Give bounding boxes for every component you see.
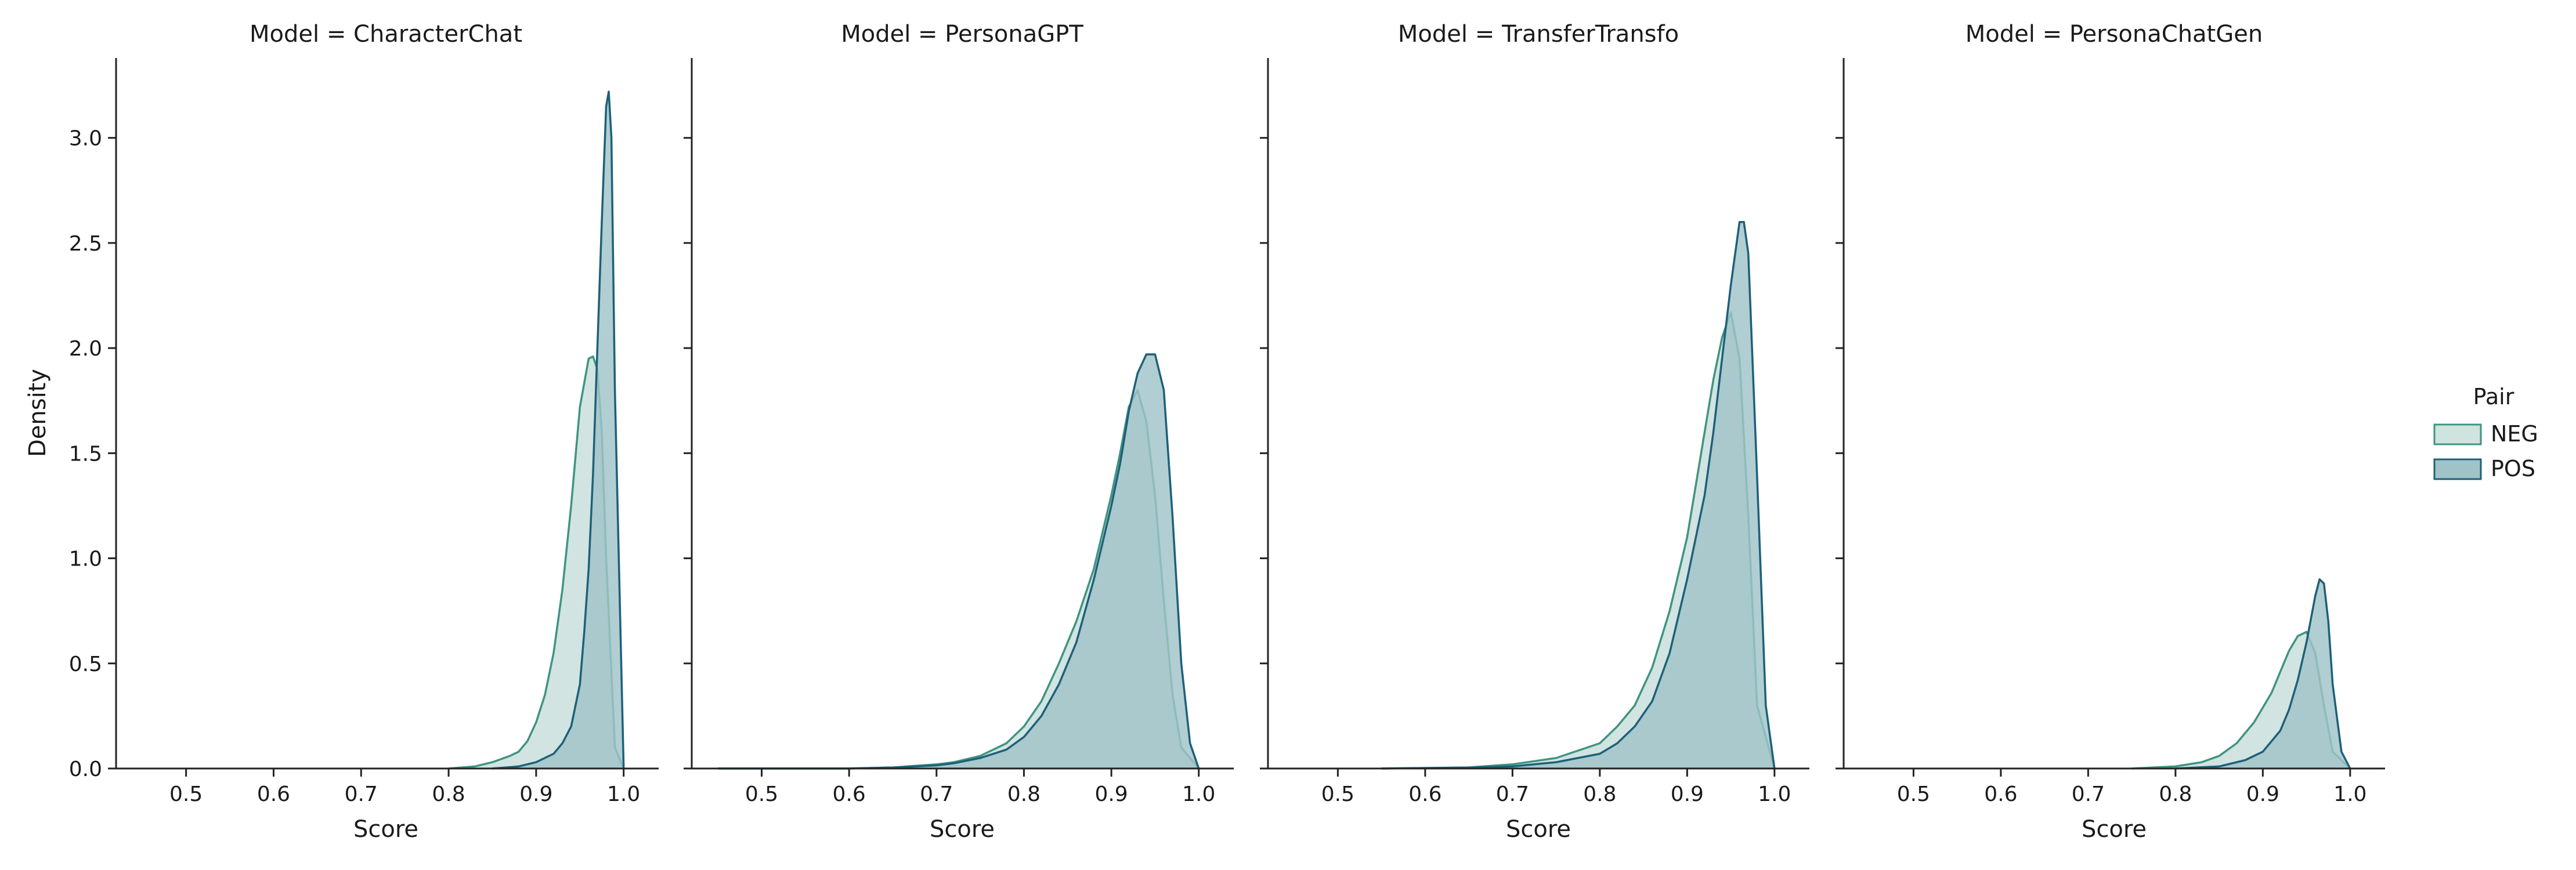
x-tick-label: 0.6: [833, 782, 866, 806]
y-tick-label: 2.0: [69, 337, 102, 361]
legend-label-neg: NEG: [2491, 421, 2538, 447]
x-tick-label: 0.5: [169, 782, 203, 806]
x-axis-label: Score: [1506, 816, 1571, 843]
x-tick-label: 1.0: [1758, 782, 1791, 806]
x-tick-label: 0.8: [2159, 782, 2192, 806]
y-tick-label: 1.0: [69, 548, 102, 571]
plot-area: [2131, 578, 2351, 770]
x-tick-label: 0.8: [1007, 782, 1040, 806]
legend: Pair NEG POS: [2433, 384, 2538, 481]
x-tick-label: 1.0: [1182, 782, 1215, 806]
y-axis-label: Density: [24, 369, 51, 457]
density-line-pos: [1381, 220, 1776, 770]
facet-panel-transfertransfo: Model = TransferTransfo Score 0.5 0.6 0.7 0…: [1260, 21, 1809, 843]
density-area-pos: [718, 354, 1199, 768]
x-tick-label: 0.9: [1094, 782, 1128, 806]
x-tick-label: 0.6: [257, 782, 290, 806]
plot-area: [1381, 220, 1776, 770]
facet-panel-personachatgen: Model = PersonaChatGen Score 0.5 0.6 0.7 0.…: [1836, 21, 2385, 843]
x-tick-label: 0.5: [1321, 782, 1354, 806]
facet-panel-personagpt: Model = PersonaGPT Score 0.5 0.6 0.7 0.8 0.9…: [684, 21, 1234, 843]
panel-title-characterchat: Model = CharacterChat: [250, 21, 522, 48]
x-tick-label: 0.7: [1496, 782, 1529, 806]
panel-title-transfertransfo: Model = TransferTransfo: [1398, 21, 1679, 48]
density-area-pos: [1381, 222, 1775, 768]
legend-title: Pair: [2473, 384, 2514, 409]
density-line-pos: [718, 353, 1200, 770]
x-tick-label: 0.6: [1984, 782, 2017, 806]
legend-swatch-pos: [2433, 458, 2482, 480]
y-tick-label: 2.5: [69, 232, 102, 256]
plot-area: [448, 90, 625, 770]
density-area-pos: [492, 92, 624, 768]
x-tick-label: 0.9: [519, 782, 552, 806]
x-tick-label: 0.7: [345, 782, 378, 806]
x-tick-label: 0.8: [1583, 782, 1616, 806]
y-tick-label: 0.0: [69, 757, 102, 781]
panel-title-personagpt: Model = PersonaGPT: [841, 21, 1083, 48]
density-area-neg: [449, 356, 624, 768]
y-tick-label: 0.5: [69, 652, 102, 676]
plot-area: [718, 353, 1200, 770]
x-tick-label: 1.0: [607, 782, 640, 806]
panel-title-personachatgen: Model = PersonaChatGen: [1966, 21, 2263, 48]
x-tick-label: 1.0: [2333, 782, 2367, 806]
density-line-pos: [492, 90, 625, 770]
x-axis-label: Score: [930, 816, 995, 843]
y-tick-label: 1.5: [69, 442, 102, 466]
legend-label-pos: POS: [2491, 456, 2535, 481]
density-area-pos: [2175, 579, 2350, 768]
x-axis-label: Score: [2082, 816, 2147, 843]
legend-swatch-neg: [2433, 423, 2482, 445]
x-tick-label: 0.6: [1408, 782, 1441, 806]
y-tick-label: 3.0: [69, 127, 102, 151]
x-axis-label: Score: [353, 816, 418, 843]
density-line-pos: [2175, 578, 2351, 770]
x-tick-label: 0.5: [745, 782, 778, 806]
x-tick-label: 0.5: [1897, 782, 1930, 806]
facet-panel-characterchat: Model = CharacterChat Score Density 0.5 0…: [24, 21, 659, 843]
x-tick-label: 0.7: [920, 782, 953, 806]
x-tick-label: 0.9: [2246, 782, 2279, 806]
x-tick-label: 0.8: [432, 782, 465, 806]
x-tick-label: 0.9: [1671, 782, 1704, 806]
x-tick-label: 0.7: [2072, 782, 2105, 806]
